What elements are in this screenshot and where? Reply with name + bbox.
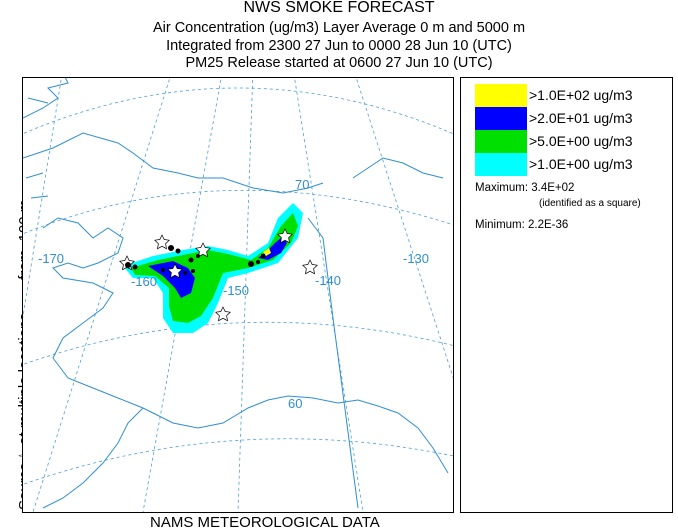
legend-swatch-yellow	[475, 84, 527, 107]
data-source-footer: NAMS METEOROLOGICAL DATA	[150, 514, 380, 531]
source-star-icon	[277, 228, 293, 244]
coast-yukon	[352, 157, 444, 179]
legend-item: >1.0E+02 ug/m3	[475, 84, 665, 107]
source-star-icon	[215, 306, 231, 322]
source-star-icon	[195, 242, 211, 258]
border-canada	[307, 217, 359, 509]
source-star-icon	[302, 259, 318, 275]
grid-lat-70	[23, 189, 453, 235]
concentration-subtitle: Air Concentration (ug/m3) Layer Average …	[152, 20, 526, 36]
source-star-icon	[167, 263, 183, 279]
coast-west-alaska	[42, 217, 144, 409]
smoke-plume	[123, 203, 303, 333]
legend-panel: >1.0E+02 ug/m3 >2.0E+01 ug/m3 >5.0E+00 u…	[460, 77, 673, 513]
legend-swatch-cyan	[475, 153, 527, 176]
legend-label: >2.0E+01 ug/m3	[529, 110, 633, 126]
legend-label: >1.0E+02 ug/m3	[529, 87, 633, 103]
lon-label-170: -170	[38, 251, 64, 266]
legend-label: >1.0E+00 ug/m3	[529, 156, 633, 172]
coast-chukotka	[23, 78, 69, 119]
maximum-note: (identified as a square)	[539, 198, 641, 209]
grid-lon-170	[32, 78, 171, 512]
lon-label-160: -160	[131, 274, 157, 289]
release-info: PM25 Release started at 0600 27 Jun 10 (…	[185, 55, 493, 71]
map-panel: 70 60 -170 -160 -150 -140 -130	[22, 77, 454, 513]
legend-item: >5.0E+00 ug/m3	[475, 130, 665, 153]
maximum-square	[261, 254, 265, 258]
grid-lon-140	[294, 78, 364, 512]
legend-swatch-blue	[475, 107, 527, 130]
minimum-value: Minimum: 2.2E-36	[475, 219, 569, 231]
lat-label-60: 60	[288, 396, 302, 411]
legend-label: >5.0E+00 ug/m3	[529, 133, 633, 149]
legend-item: >2.0E+01 ug/m3	[475, 107, 665, 130]
integration-period: Integrated from 2300 27 Jun to 0000 28 J…	[166, 38, 512, 54]
coast-misc	[25, 97, 49, 199]
grid-lon-130	[355, 78, 453, 379]
maximum-value: Maximum: 3.4E+02	[475, 182, 575, 194]
coast-north-alaska	[23, 132, 324, 194]
plume-level-2	[131, 213, 298, 323]
coast-south-alaska	[142, 395, 449, 474]
grid-lat-65	[23, 321, 453, 365]
coast-aleutians	[42, 407, 144, 509]
forecast-title: NWS SMOKE FORECAST	[243, 0, 435, 16]
source-star-icon	[154, 234, 170, 250]
grid-lat-60	[23, 438, 453, 485]
plume-level-3-west	[148, 261, 195, 298]
alaska-map: 70 60 -170 -160 -150 -140 -130	[23, 78, 453, 512]
source-clusters	[125, 245, 260, 275]
lon-label-150: -150	[223, 283, 249, 298]
graticule	[23, 78, 453, 512]
grid-lat-75	[23, 87, 453, 135]
grid-lon-180	[23, 78, 62, 319]
source-side-label: Source☆ at multiple locations from 100 m	[0, 0, 33, 510]
grid-lon-150	[237, 78, 254, 512]
lon-label-140: -140	[315, 273, 341, 288]
coastline	[23, 78, 449, 509]
legend-swatch-green	[475, 130, 527, 153]
lat-label-70: 70	[295, 177, 309, 192]
legend-item: >1.0E+00 ug/m3	[475, 153, 665, 176]
lon-label-130: -130	[403, 251, 429, 266]
